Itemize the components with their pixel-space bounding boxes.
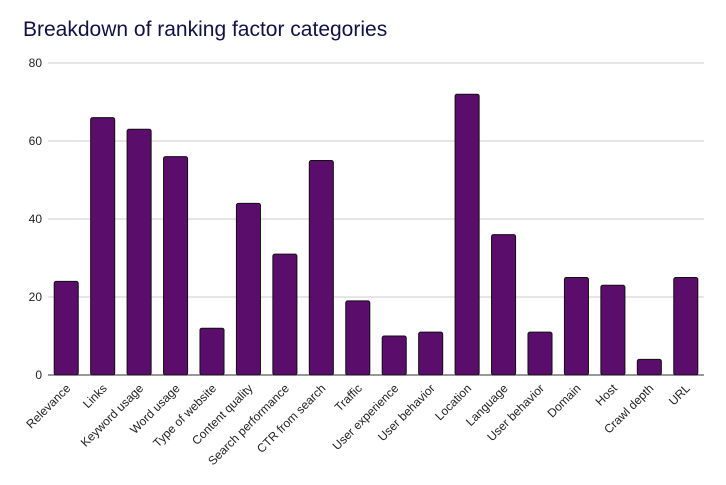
x-category-label: CTR from search bbox=[254, 381, 329, 456]
x-category-label: Host bbox=[593, 381, 621, 409]
y-tick-label: 40 bbox=[29, 212, 43, 226]
y-tick-label: 80 bbox=[29, 56, 43, 70]
bar bbox=[636, 358, 662, 376]
bar bbox=[454, 93, 480, 376]
bar bbox=[563, 277, 589, 376]
bar bbox=[126, 128, 152, 376]
bar bbox=[272, 253, 298, 376]
x-category-label: Links bbox=[80, 381, 110, 411]
x-category-label: Domain bbox=[544, 381, 583, 420]
x-category-label: Keyword usage bbox=[78, 381, 147, 450]
bar bbox=[235, 202, 261, 376]
bar bbox=[527, 331, 553, 376]
bar bbox=[90, 117, 116, 376]
bars bbox=[53, 93, 699, 376]
x-category-label: Traffic bbox=[332, 381, 365, 414]
bar bbox=[345, 300, 371, 376]
x-category-label: Type of website bbox=[150, 381, 219, 450]
bar bbox=[381, 335, 407, 376]
chart-title: Breakdown of ranking factor categories bbox=[23, 18, 388, 41]
y-tick-label: 20 bbox=[29, 290, 43, 304]
y-axis-tick-labels: 0 20 40 60 80 bbox=[29, 56, 43, 382]
bar bbox=[163, 156, 189, 376]
y-tick-label: 0 bbox=[35, 368, 42, 382]
gridlines bbox=[48, 62, 704, 376]
bar bbox=[491, 234, 517, 376]
bar bbox=[418, 331, 444, 376]
bar bbox=[308, 160, 334, 376]
bar bbox=[199, 327, 225, 376]
x-category-label: Relevance bbox=[23, 381, 73, 431]
x-category-label: URL bbox=[666, 381, 693, 408]
bar bbox=[673, 277, 699, 376]
bar bbox=[600, 284, 626, 376]
bar bbox=[53, 280, 79, 376]
y-tick-label: 60 bbox=[29, 134, 43, 148]
